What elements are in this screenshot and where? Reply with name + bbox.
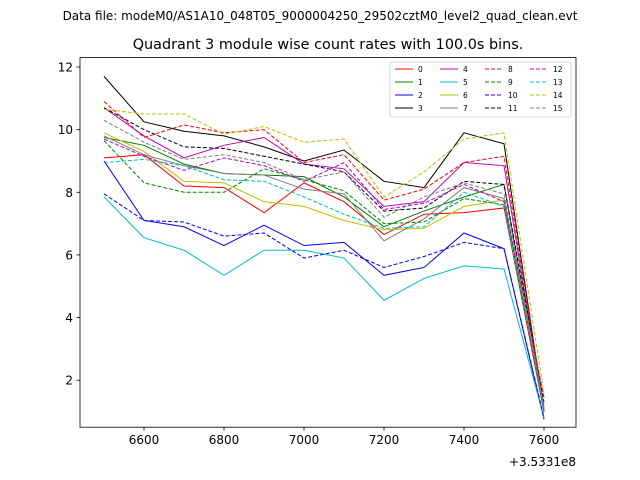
y-tick-label: 12	[58, 60, 73, 74]
x-tick-label: 7600	[529, 433, 560, 447]
legend-label-12: 12	[553, 65, 563, 74]
chart-title: Quadrant 3 module wise count rates with …	[133, 37, 524, 53]
series-line-14	[103, 108, 545, 395]
legend-label-9: 9	[508, 78, 513, 87]
legend-label-0: 0	[418, 65, 423, 74]
series-line-8	[103, 101, 545, 409]
series-line-4	[103, 107, 545, 412]
series-line-5	[103, 196, 545, 418]
legend-label-6: 6	[463, 91, 468, 100]
series-line-2	[103, 160, 545, 420]
legend-label-2: 2	[418, 91, 423, 100]
legend-label-8: 8	[508, 65, 513, 74]
x-tick-label: 7200	[369, 433, 400, 447]
x-tick-label: 7000	[289, 433, 320, 447]
series-line-0	[103, 154, 545, 412]
y-tick-label: 8	[65, 186, 73, 200]
y-tick-label: 4	[65, 311, 73, 325]
series-line-1	[103, 136, 545, 412]
y-tick-label: 6	[65, 248, 73, 262]
x-offset-label: +3.5331e8	[509, 455, 576, 469]
axes-frame	[79, 57, 577, 428]
series-line-6	[103, 132, 545, 406]
legend-label-15: 15	[553, 104, 563, 113]
y-tick-label: 2	[65, 374, 73, 388]
x-tick-label: 6600	[129, 433, 160, 447]
legend-label-13: 13	[553, 78, 563, 87]
series-line-10	[103, 193, 545, 418]
legend-frame	[389, 61, 572, 118]
series-line-3	[103, 76, 545, 412]
legend-label-11: 11	[508, 104, 518, 113]
legend-label-7: 7	[463, 104, 468, 113]
series-line-12	[103, 138, 545, 398]
legend-label-14: 14	[553, 91, 563, 100]
legend-label-3: 3	[418, 104, 423, 113]
series-line-15	[103, 119, 545, 407]
x-tick-label: 7400	[449, 433, 480, 447]
series-line-11	[103, 107, 545, 403]
series-line-9	[103, 140, 545, 409]
series-line-7	[103, 135, 545, 411]
legend-label-1: 1	[418, 78, 423, 87]
legend-label-4: 4	[463, 65, 468, 74]
series-line-13	[103, 158, 545, 407]
x-tick-label: 6800	[209, 433, 240, 447]
legend-label-5: 5	[463, 78, 468, 87]
y-tick-label: 10	[58, 123, 73, 137]
chart-suptitle: Data file: modeM0/AS1A10_048T05_90000042…	[63, 9, 578, 23]
legend-label-10: 10	[508, 91, 518, 100]
